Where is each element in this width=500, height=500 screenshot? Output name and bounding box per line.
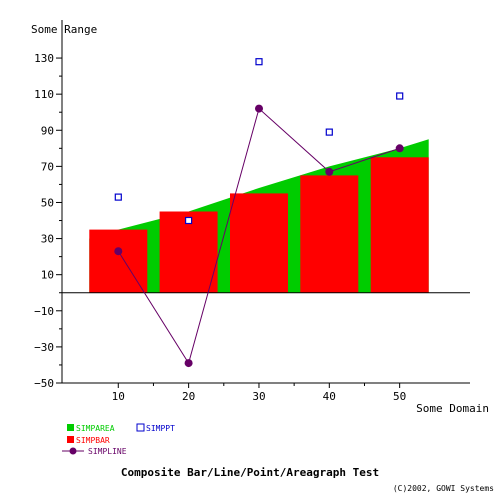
y-tick-label-70: 70 (41, 160, 54, 173)
y-tick-label-30: 30 (41, 233, 54, 246)
line-marker-simpline-20 (184, 359, 193, 368)
point-simppt-40 (325, 128, 333, 136)
legend-label-simpline: SIMPLINE (88, 447, 127, 456)
x-tick-label-10: 10 (112, 390, 125, 403)
x-tick-label-20: 20 (182, 390, 195, 403)
y-axis-label: Some Range (31, 23, 97, 36)
y-tick-label-10: 10 (41, 269, 54, 282)
bar-simpbar-30 (230, 193, 288, 293)
x-tick-label-40: 40 (323, 390, 336, 403)
line-marker-simpline-40 (325, 167, 334, 176)
line-marker-simpline-50 (395, 144, 404, 153)
y-tick-label-90: 90 (41, 124, 54, 137)
point-simppt-30 (255, 58, 263, 66)
bar-simpbar-40 (300, 175, 359, 293)
y-tick-label--50: −50 (34, 377, 54, 390)
line-marker-simpline-30 (255, 104, 263, 113)
copyright-notice: (C)2002, GOWI Systems (393, 484, 494, 493)
legend-swatch-simparea (67, 424, 74, 431)
y-tick-label--10: −10 (34, 305, 54, 318)
point-simppt-10 (114, 193, 122, 201)
legend-label-simppt: SIMPPT (146, 424, 175, 433)
x-tick-label-50: 50 (393, 390, 406, 403)
y-tick-label-50: 50 (41, 196, 54, 209)
legend-label-simpbar: SIMPBAR (76, 436, 110, 445)
legend-swatch-simpline-marker (69, 447, 77, 455)
legend-label-simparea: SIMPAREA (76, 424, 115, 433)
line-marker-simpline-10 (114, 247, 123, 256)
legend: SIMPAREA SIMPPT SIMPBAR SIMPLINE (62, 423, 175, 456)
y-tick-label-130: 130 (34, 52, 54, 65)
point-simppt-20 (185, 216, 193, 225)
x-axis-label: Some Domain (416, 402, 489, 415)
chart-title: Composite Bar/Line/Point/Areagraph Test (121, 466, 379, 479)
bar-simpbar-20 (159, 211, 218, 293)
y-tick-label--30: −30 (34, 341, 54, 354)
legend-swatch-simppt (136, 423, 145, 432)
bar-simpbar-50 (370, 157, 429, 293)
legend-swatch-simpbar (67, 436, 74, 443)
y-tick-label-110: 110 (34, 88, 54, 101)
point-simppt-50 (396, 92, 404, 100)
x-tick-label-30: 30 (252, 390, 265, 403)
